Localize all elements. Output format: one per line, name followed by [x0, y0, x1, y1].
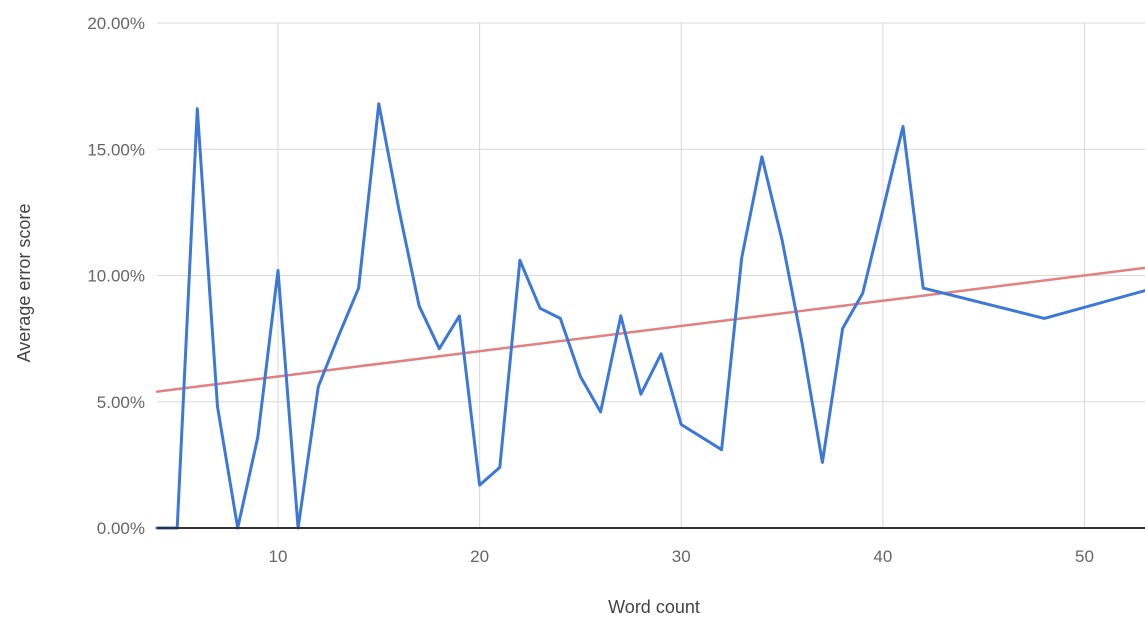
x-tick-label: 50 [1075, 547, 1094, 566]
trendline [155, 266, 1145, 393]
y-axis-title: Average error score [14, 204, 34, 363]
y-tick-label: 20.00% [87, 14, 145, 33]
y-tick-label: 0.00% [97, 519, 145, 538]
series-line-error-score [155, 102, 1145, 530]
x-tick-label: 10 [269, 547, 288, 566]
grid [157, 22, 1145, 528]
x-tick-label: 30 [672, 547, 691, 566]
x-axis-title: Word count [608, 597, 700, 617]
x-tick-label: 20 [470, 547, 489, 566]
y-tick-label: 5.00% [97, 393, 145, 412]
y-axis: 0.00% 5.00% 10.00% 15.00% 20.00% [87, 14, 145, 538]
y-tick-label: 10.00% [87, 267, 145, 286]
series-layer [155, 102, 1145, 530]
x-axis: 10 20 30 40 50 [269, 547, 1094, 566]
x-tick-label: 40 [873, 547, 892, 566]
y-tick-label: 15.00% [87, 140, 145, 159]
